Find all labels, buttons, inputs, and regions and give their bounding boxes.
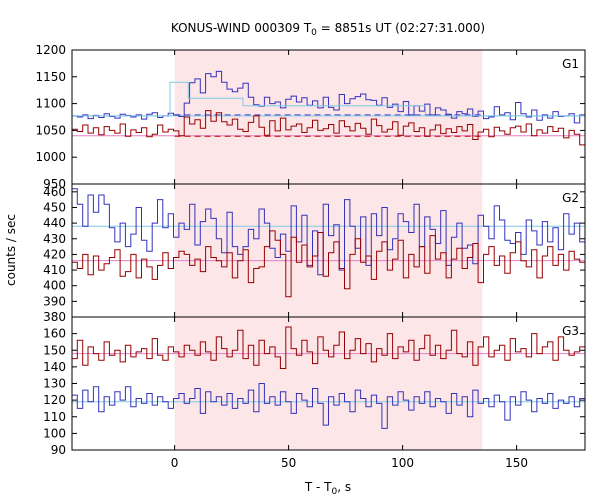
- x-tick-label: 50: [281, 456, 296, 470]
- x-tick-label: 100: [391, 456, 414, 470]
- x-tick-label: 150: [505, 456, 528, 470]
- shaded-interval: [174, 317, 483, 450]
- fit-step-line: [72, 81, 585, 117]
- panel-label: G2: [562, 191, 579, 205]
- y-tick-label: 90: [51, 443, 66, 457]
- x-tick-label: 0: [171, 456, 179, 470]
- y-tick-label: 1100: [35, 97, 66, 111]
- y-tick-label: 130: [43, 377, 66, 391]
- y-tick-label: 120: [43, 393, 66, 407]
- y-tick-label: 1150: [35, 70, 66, 84]
- y-tick-label: 1050: [35, 123, 66, 137]
- y-tick-label: 1200: [35, 43, 66, 57]
- chart-title-rest: = 8851s UT (02:27:31.000): [317, 21, 485, 35]
- panel-g3: 90 100 110 120 130 140 150 160 G3: [43, 316, 586, 457]
- panels: 95010001050110011501200G1380390400410420…: [35, 43, 586, 470]
- y-tick-label: 1000: [35, 150, 66, 164]
- y-tick-label: 410: [43, 263, 66, 277]
- chart-title: KONUS-WIND 000309 T0 = 8851s UT (02:27:3…: [171, 21, 485, 38]
- series-line-blue: [72, 383, 585, 429]
- x-axis-label-main: T - T: [304, 480, 332, 494]
- y-tick-label: 450: [43, 200, 66, 214]
- y-tick-label: 160: [43, 327, 66, 341]
- series-line-red: [72, 230, 585, 298]
- y-axis-label: counts / sec: [4, 214, 18, 286]
- series-line-red: [72, 110, 585, 146]
- y-tick-label: 100: [43, 426, 66, 440]
- panel-label: G3: [562, 324, 579, 338]
- panel-g1: 950 1000 1050 1100 1150 1200 G1: [35, 43, 586, 191]
- shaded-interval: [174, 50, 483, 184]
- x-axis-label-sub: 0: [332, 487, 338, 497]
- chart-title-sub: 0: [311, 28, 317, 38]
- y-tick-label: 430: [43, 232, 66, 246]
- y-tick-label: 110: [43, 410, 66, 424]
- y-tick-label: 150: [43, 343, 66, 357]
- y-tick-label: 440: [43, 216, 66, 230]
- series-line-blue: [72, 70, 585, 124]
- x-axis-label-rest: , s: [337, 480, 351, 494]
- y-tick-label: 390: [43, 294, 66, 308]
- y-tick-label: 460: [43, 185, 66, 199]
- chart-title-main: KONUS-WIND 000309 T: [171, 21, 312, 35]
- y-tick-label: 400: [43, 279, 66, 293]
- y-tick-label: 140: [43, 360, 66, 374]
- series-line-red: [72, 326, 585, 369]
- series-line-blue: [72, 188, 585, 276]
- panel-label: G1: [562, 57, 579, 71]
- y-tick-label: 380: [43, 310, 66, 324]
- y-tick-label: 420: [43, 247, 66, 261]
- x-axis-label: T - T0, s: [304, 480, 351, 497]
- y-tick-label: 950: [43, 177, 66, 191]
